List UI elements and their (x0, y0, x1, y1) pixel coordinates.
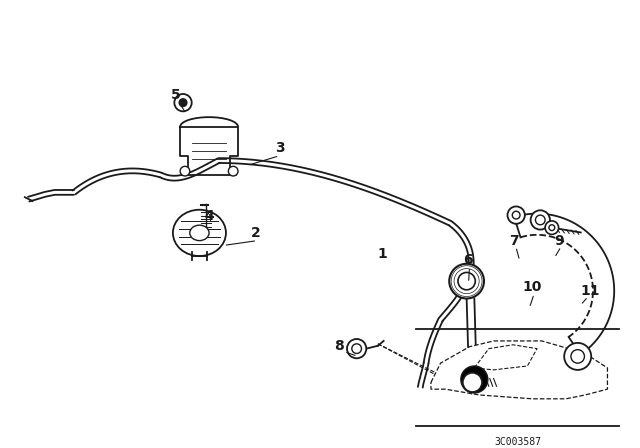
Circle shape (458, 272, 476, 290)
Circle shape (179, 99, 187, 107)
Circle shape (536, 215, 545, 225)
Text: 2: 2 (250, 226, 260, 240)
Circle shape (228, 166, 238, 176)
Text: 11: 11 (580, 284, 600, 298)
Circle shape (449, 264, 484, 298)
Text: 3C003587: 3C003587 (494, 437, 541, 448)
Circle shape (174, 94, 192, 112)
Ellipse shape (173, 210, 226, 256)
Text: 5: 5 (170, 88, 180, 102)
Text: 8: 8 (335, 339, 344, 353)
Circle shape (463, 373, 482, 392)
Circle shape (180, 166, 190, 176)
Circle shape (347, 339, 366, 358)
Circle shape (352, 344, 362, 353)
Circle shape (461, 366, 488, 393)
Text: 7: 7 (509, 233, 518, 248)
Text: 4: 4 (204, 208, 214, 223)
Text: 3: 3 (275, 141, 284, 155)
Circle shape (571, 349, 584, 363)
Circle shape (545, 221, 559, 234)
Circle shape (508, 207, 525, 224)
Text: 9: 9 (554, 233, 564, 248)
Polygon shape (431, 341, 607, 399)
Circle shape (531, 210, 550, 229)
Text: 10: 10 (522, 280, 542, 294)
Text: 6: 6 (463, 253, 472, 267)
Circle shape (549, 225, 555, 231)
Circle shape (564, 343, 591, 370)
Ellipse shape (190, 225, 209, 241)
Text: 1: 1 (378, 247, 388, 261)
Circle shape (512, 211, 520, 219)
